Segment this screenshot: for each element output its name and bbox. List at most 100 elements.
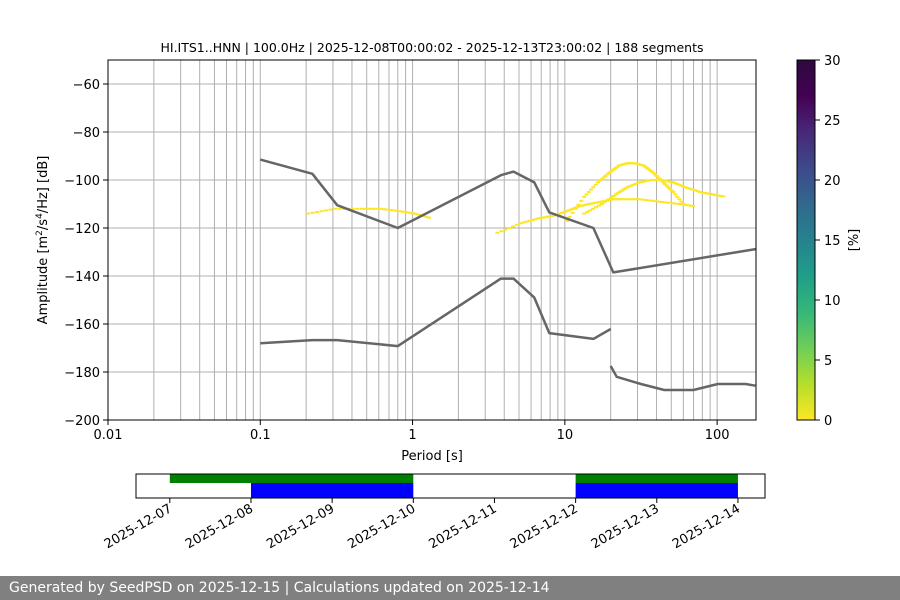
psd-outlier-cell bbox=[586, 191, 591, 193]
psd-outlier-cell bbox=[524, 220, 529, 223]
psd-outlier-cell bbox=[319, 210, 324, 213]
psd-outlier-cell bbox=[656, 176, 661, 179]
y-tick-label: −80 bbox=[73, 126, 100, 141]
psd-outlier-cell bbox=[646, 168, 651, 171]
y-tick-label: −180 bbox=[64, 366, 100, 381]
colorbar-tick-label: 0 bbox=[824, 414, 832, 429]
psd-outlier-cell bbox=[576, 203, 581, 206]
psd-outlier-cell bbox=[547, 215, 552, 218]
psd-outlier-cell bbox=[667, 201, 672, 204]
psd-outlier-cell bbox=[719, 195, 724, 197]
psd-outlier-cell bbox=[366, 207, 371, 210]
psd-outlier-cell bbox=[538, 217, 543, 219]
psd-outlier-cell bbox=[574, 206, 579, 209]
psd-outlier-cell bbox=[519, 222, 524, 225]
psd-outlier-cell bbox=[610, 169, 615, 172]
psd-outlier-cell bbox=[595, 181, 600, 184]
psd-outlier-cell bbox=[643, 180, 648, 183]
psd-outlier-cell bbox=[681, 185, 686, 188]
psd-outlier-cell bbox=[536, 217, 541, 220]
psd-outlier-cell bbox=[631, 183, 636, 186]
psd-outlier-cell bbox=[596, 204, 601, 207]
psd-outlier-cell bbox=[650, 199, 655, 202]
colorbar-tick-label: 10 bbox=[824, 294, 841, 309]
psd-outlier-cell bbox=[511, 225, 516, 228]
psd-outlier-cell bbox=[400, 210, 405, 213]
colorbar-tick-label: 30 bbox=[824, 54, 841, 69]
y-label-part-1: Amplitude [m bbox=[36, 236, 51, 325]
psd-outlier-cell bbox=[394, 209, 399, 212]
psd-outlier-cell bbox=[685, 187, 690, 189]
date-tick-label: 2025-12-13 bbox=[589, 501, 662, 552]
y-label-sup-1: 2 bbox=[35, 230, 45, 236]
psd-outlier-cell bbox=[639, 181, 644, 183]
psd-outlier-cell bbox=[350, 207, 355, 210]
psd-outlier-cell bbox=[721, 195, 726, 198]
psd-outlier-cell bbox=[627, 185, 632, 188]
date-tick-label: 2025-12-14 bbox=[670, 501, 743, 552]
colorbar-gradient bbox=[796, 59, 816, 421]
psd-outlier-cell bbox=[594, 206, 599, 209]
nlnm-line bbox=[259, 158, 756, 274]
psd-outlier-cell bbox=[647, 179, 652, 182]
psd-outlier-cell bbox=[612, 168, 617, 171]
psd-outlier-cell bbox=[674, 202, 679, 205]
psd-outlier-cell bbox=[632, 198, 637, 201]
psd-outlier-cell bbox=[677, 183, 682, 186]
psd-outlier-cell bbox=[332, 207, 337, 210]
x-tick-label: 100 bbox=[705, 428, 730, 443]
psd-outlier-cell bbox=[609, 196, 614, 199]
psd-outlier-cell bbox=[599, 178, 604, 181]
psd-outlier-cell bbox=[611, 195, 616, 197]
grid-lines bbox=[107, 60, 756, 421]
psd-outlier-cell bbox=[625, 186, 630, 189]
psd-outlier-cell bbox=[688, 187, 693, 190]
psd-outlier-cell bbox=[641, 164, 646, 167]
date-tick-label: 2025-12-11 bbox=[427, 501, 500, 552]
psd-outlier-cell bbox=[654, 175, 659, 177]
y-tick-label: −100 bbox=[64, 174, 100, 189]
psd-outlier-cell bbox=[582, 212, 587, 215]
psd-outlier-cell bbox=[671, 181, 676, 184]
timeline-date-axis: 2025-12-07 2025-12-08 2025-12-09 2025-12-10… bbox=[102, 498, 743, 552]
psd-outlier-cell bbox=[550, 215, 555, 217]
psd-outlier-cell bbox=[375, 207, 380, 210]
psd-outlier-cell bbox=[706, 192, 711, 195]
x-axis-label: Period [s] bbox=[401, 449, 463, 464]
availability-bar bbox=[169, 474, 414, 483]
nhnm-line-tail bbox=[609, 365, 756, 392]
psd-outlier-cell bbox=[391, 209, 396, 212]
psd-outlier-cell bbox=[698, 191, 703, 193]
x-tick-label: 0.1 bbox=[250, 428, 271, 443]
psd-outlier-cell bbox=[618, 198, 623, 201]
psd-outlier-cell bbox=[397, 210, 402, 213]
psd-outlier-cell bbox=[589, 188, 594, 191]
psd-outlier-cell bbox=[545, 215, 550, 218]
psd-outlier-cell bbox=[566, 209, 571, 212]
availability-bar bbox=[250, 483, 414, 498]
date-tick-label: 2025-12-10 bbox=[345, 501, 418, 552]
psd-outlier-cell bbox=[660, 201, 665, 203]
psd-outlier-cell bbox=[579, 199, 584, 202]
psd-outlier-cell bbox=[635, 182, 640, 185]
psd-outlier-cell bbox=[607, 171, 612, 174]
psd-outlier-cell bbox=[629, 184, 634, 187]
psd-outlier-cell bbox=[640, 198, 645, 201]
x-axis: 0.01 0.1 1 10 100 bbox=[94, 420, 730, 443]
colorbar-tick-label: 20 bbox=[824, 174, 841, 189]
psd-outlier-cell bbox=[507, 227, 512, 229]
psd-outlier-cell bbox=[359, 207, 364, 210]
psd-outlier-cell bbox=[595, 201, 600, 204]
psd-outlier-cell bbox=[666, 186, 671, 189]
psd-outlier-cell bbox=[664, 184, 669, 187]
psd-outlier-cell bbox=[653, 173, 658, 176]
psd-outlier-cell bbox=[606, 198, 611, 201]
footer-caption: Generated by SeedPSD on 2025-12-15 | Cal… bbox=[0, 576, 900, 600]
psd-outlier-cell bbox=[503, 228, 508, 231]
psd-outlier-cell bbox=[714, 194, 719, 197]
psd-outlier-cell bbox=[584, 193, 589, 196]
psd-outlier-cell bbox=[410, 212, 415, 215]
psd-outlier-cell bbox=[568, 208, 573, 211]
psd-outlier-cell bbox=[716, 194, 721, 197]
psd-outlier-cell bbox=[306, 212, 311, 215]
